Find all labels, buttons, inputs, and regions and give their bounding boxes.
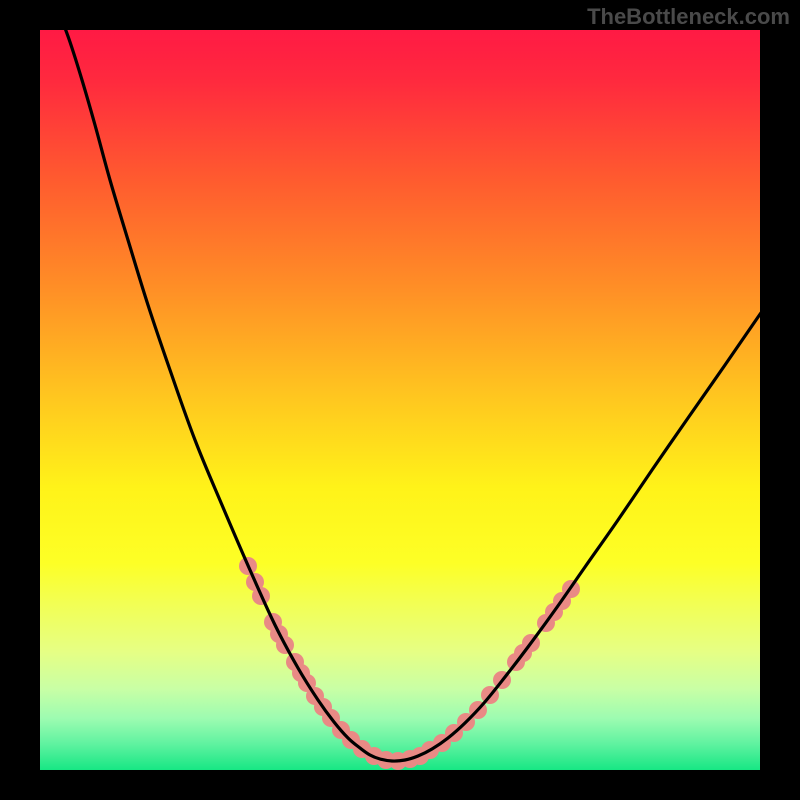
chart-container: TheBottleneck.com (0, 0, 800, 800)
chart-svg (0, 0, 800, 800)
watermark-text: TheBottleneck.com (587, 4, 790, 30)
plot-background (40, 30, 760, 770)
